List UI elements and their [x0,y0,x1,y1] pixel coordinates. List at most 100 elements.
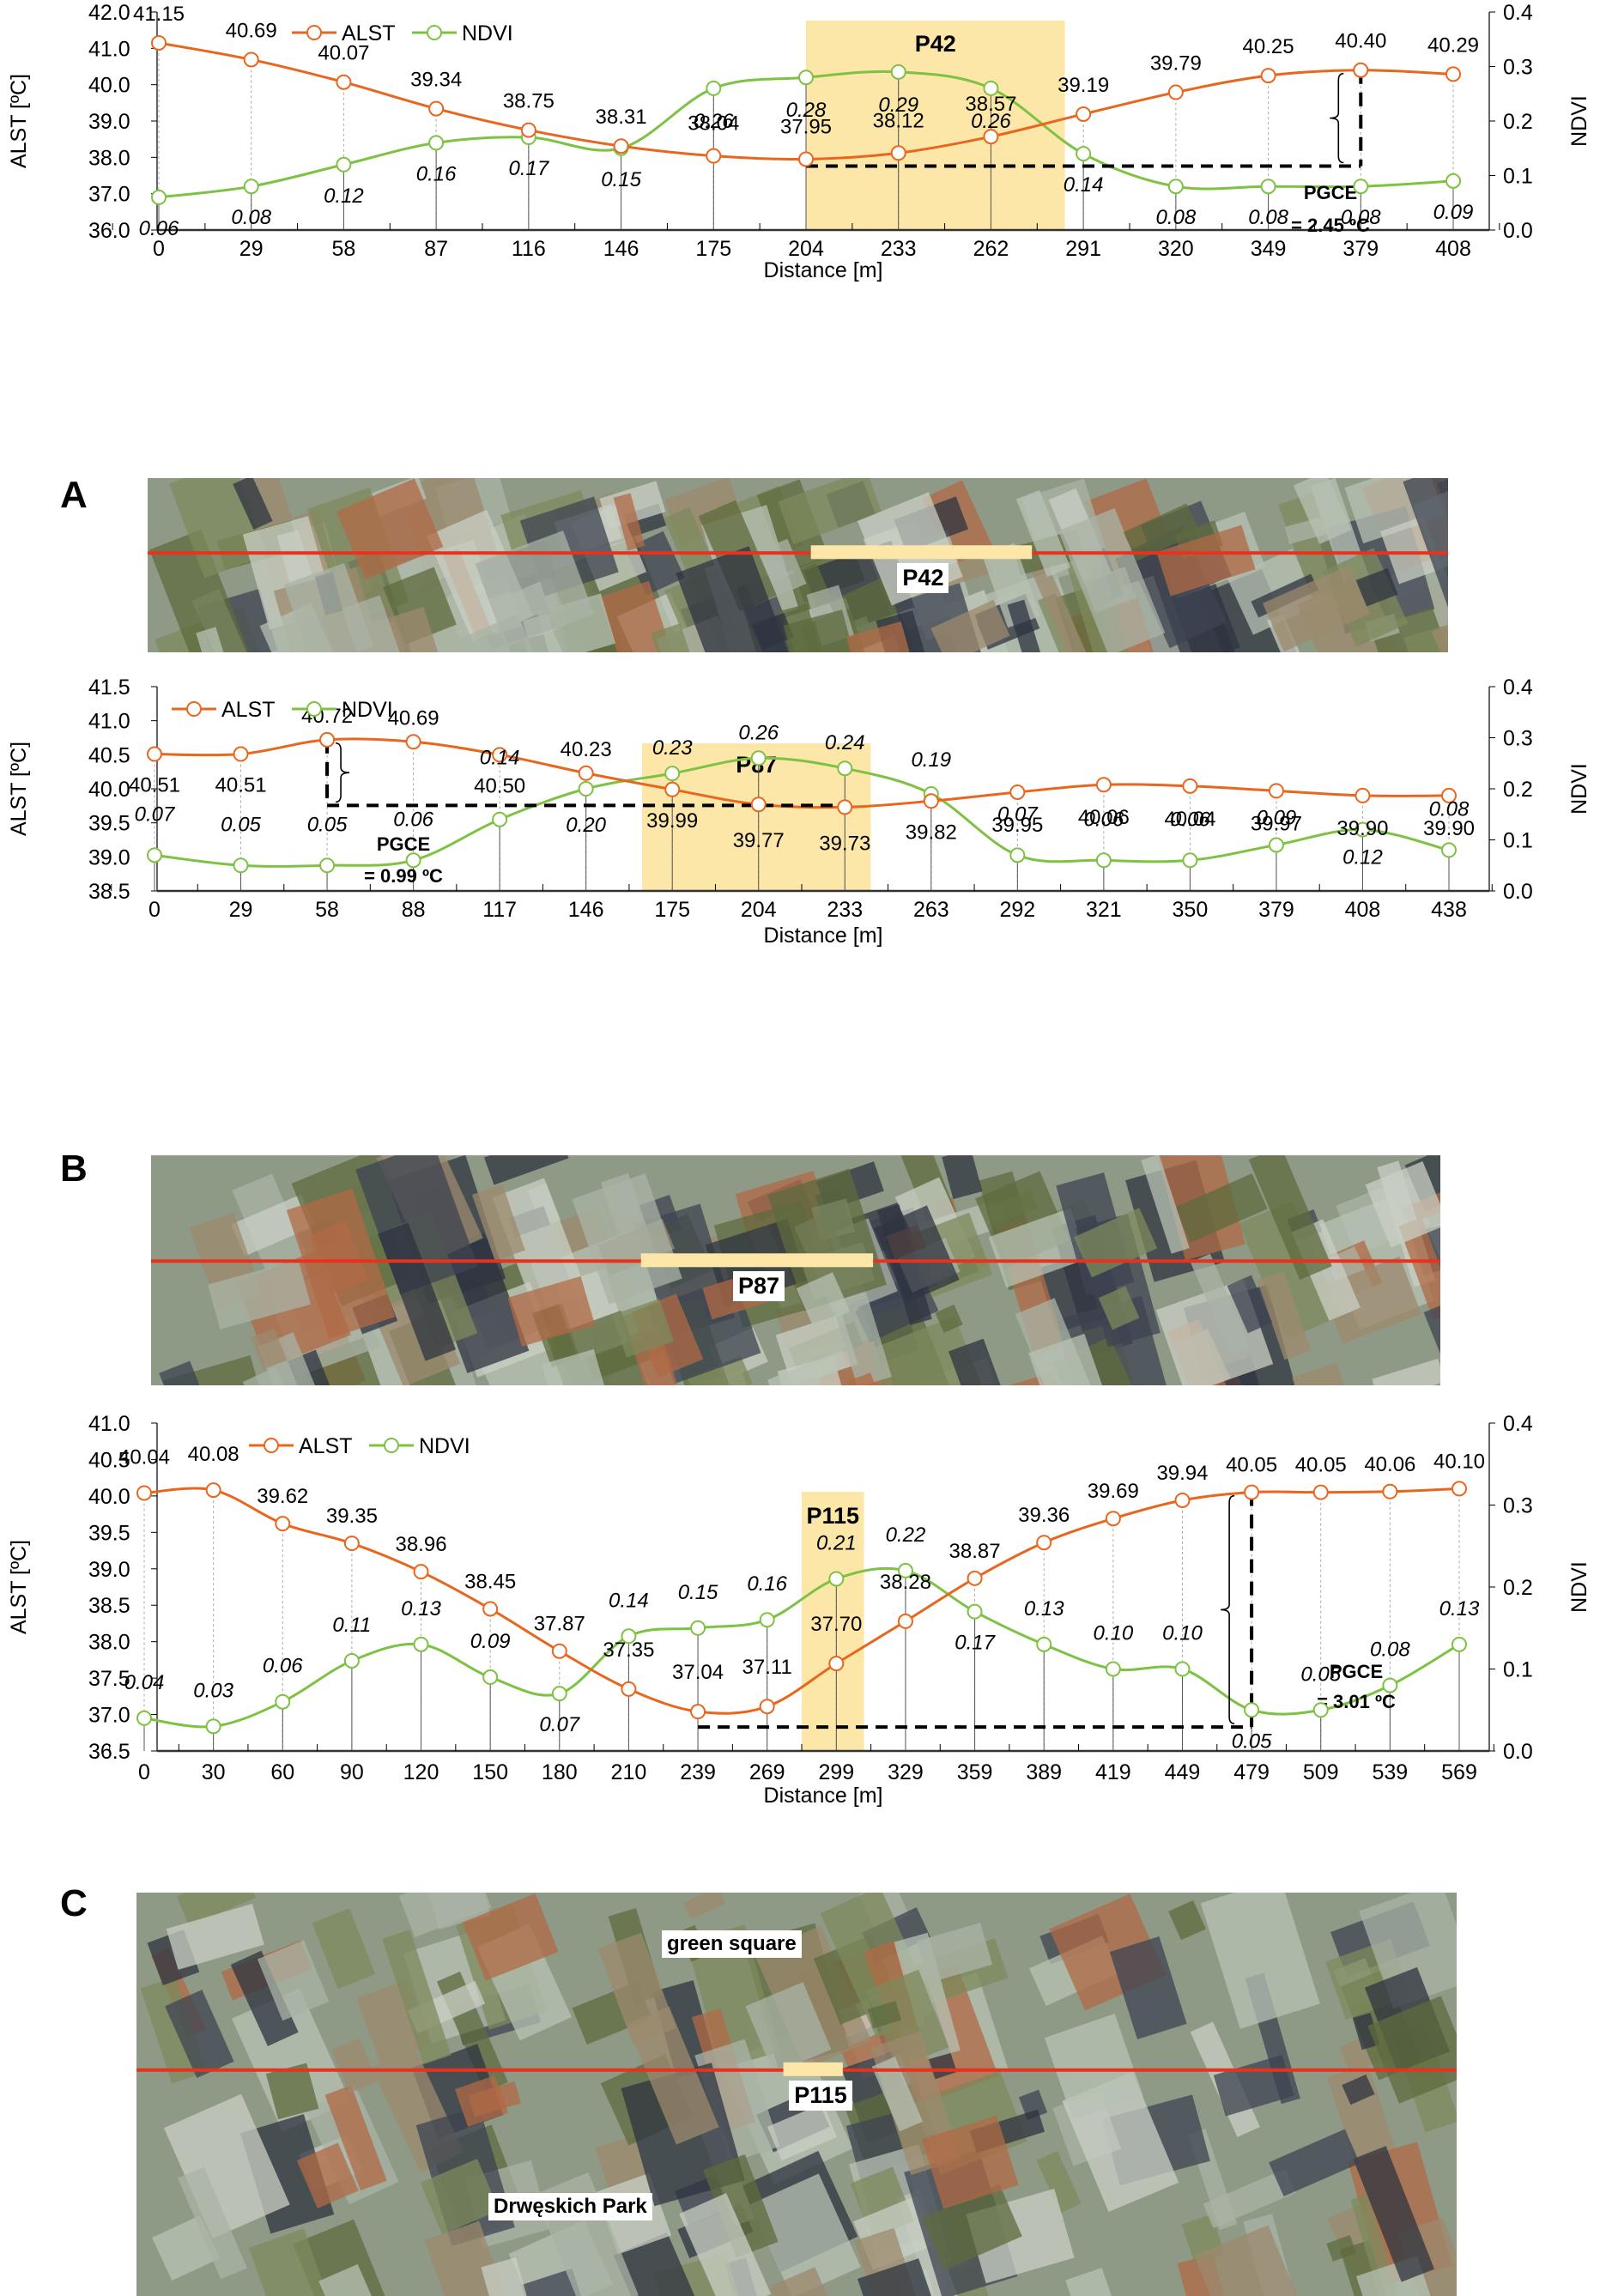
x-tick-label: 479 [1233,1760,1270,1784]
aerial-block [767,1350,849,1385]
aerial-block [355,1155,478,1294]
panel-label-c: C [60,1882,88,1924]
y2-tick-label: 0.2 [1503,778,1533,802]
ndvi-data-label: 0.10 [1093,1622,1133,1645]
alst-point [1167,84,1184,100]
alst-point [1095,777,1112,793]
y-tick-label: 38.5 [88,880,130,904]
x-tick-label: 320 [1158,237,1194,261]
legend-ndvi-label: NDVI [342,698,393,722]
aerial-block [178,2166,247,2280]
ndvi-data-label: 0.14 [480,747,520,770]
ndvi-point [967,1603,983,1620]
map-park-label: P87 [732,1271,785,1302]
y-axis-title: ALST [ºC] [7,742,31,836]
aerial-block [378,1222,457,1361]
aerial-block [1198,568,1306,652]
aerial-block [948,1338,1025,1385]
alst-point [690,1704,706,1720]
alst-point [482,1601,499,1617]
aerial-block [492,1178,588,1314]
aerial-block [420,2158,500,2235]
ndvi-point [205,1718,221,1735]
x-tick-label: 509 [1303,1760,1339,1784]
aerial-block [874,1205,960,1303]
y2-tick-label: 0.3 [1503,56,1533,80]
alst-point [613,138,629,154]
y-tick-label: 42.0 [88,1,130,25]
ndvi-point [664,766,681,782]
aerial-image [136,1893,1457,2296]
x-tick-label: 449 [1165,1760,1201,1784]
ndvi-data-label: 0.05 [1300,1663,1341,1686]
legend-alst-label: ALST [299,1434,353,1458]
park-highlight-label: P42 [915,31,956,57]
ndvi-data-label: 0.12 [324,185,364,208]
y-tick-label: 39.0 [88,110,130,134]
alst-data-label: 40.07 [318,42,369,65]
legend-ndvi-label: NDVI [462,21,513,45]
aerial-block [930,599,1010,652]
alst-data-label: 40.05 [1226,1454,1277,1477]
ndvi-point [1312,1702,1329,1718]
alst-data-label: 38.31 [596,106,647,129]
ndvi-data-label: 0.08 [231,206,271,229]
ndvi-data-label: 0.09 [470,1630,511,1653]
ndvi-data-label: 0.16 [747,1572,787,1596]
ndvi-data-label: 0.12 [1342,846,1383,869]
ndvi-point [1167,179,1184,195]
aerial-block [1037,593,1105,652]
ndvi-data-label: 0.04 [124,1671,165,1694]
aerial-block [612,1299,675,1358]
aerial-block [1036,2150,1082,2214]
aerial-block [165,1990,234,2079]
alst-point [664,781,681,797]
y-tick-label: 40.0 [88,778,130,802]
alst-data-label: 38.45 [464,1570,516,1593]
x-tick-label: 88 [402,898,426,922]
aerial-block [1168,1899,1206,1941]
alst-data-label: 38.28 [880,1571,931,1594]
aerial-map-c: P115 green square Drwęskich Park [136,1893,1457,2296]
park-highlight-band [806,21,1065,230]
alst-point [923,793,939,809]
alst-data-label: 39.35 [326,1505,378,1528]
alst-point [1382,1483,1398,1499]
aerial-block [1028,559,1096,652]
aerial-block [857,2258,952,2296]
ndvi-line [154,756,1450,868]
ndvi-data-label: 0.17 [508,157,549,180]
aerial-block [754,1925,872,2070]
alst-data-label: 41.15 [133,3,185,26]
y-tick-label: 41.0 [88,1412,130,1436]
legend-alst-marker [186,701,202,717]
x-tick-label: 379 [1342,237,1379,261]
alst-point [1174,1492,1191,1508]
aerial-block [163,2093,290,2239]
aerial-block [1262,565,1371,652]
alst-point [897,1613,913,1629]
y2-tick-label: 0.0 [1503,219,1533,243]
aerial-block [1372,1358,1440,1385]
ndvi-data-label: 0.26 [694,110,734,133]
alst-point [983,129,999,145]
aerial-block [1403,478,1448,610]
x-tick-label: 329 [888,1760,924,1784]
alst-point [1244,1484,1260,1500]
ndvi-point [1182,852,1198,869]
alst-point [967,1570,983,1586]
ndvi-point [690,1620,706,1636]
aerial-block [1028,1333,1119,1385]
ndvi-data-label: 0.08 [1248,206,1288,229]
ndvi-data-label: 0.14 [1064,173,1104,197]
aerial-block [1174,1173,1268,1243]
alst-data-label: 37.95 [780,115,832,138]
y-tick-label: 40.0 [88,1485,130,1509]
alst-point [243,51,259,68]
park-highlight-band [642,743,871,891]
ndvi-point [551,1686,567,1702]
ndvi-data-label: 0.08 [1341,206,1381,229]
ndvi-point [621,1628,637,1645]
aerial-image [148,478,1448,652]
aerial-block [1339,2240,1406,2296]
